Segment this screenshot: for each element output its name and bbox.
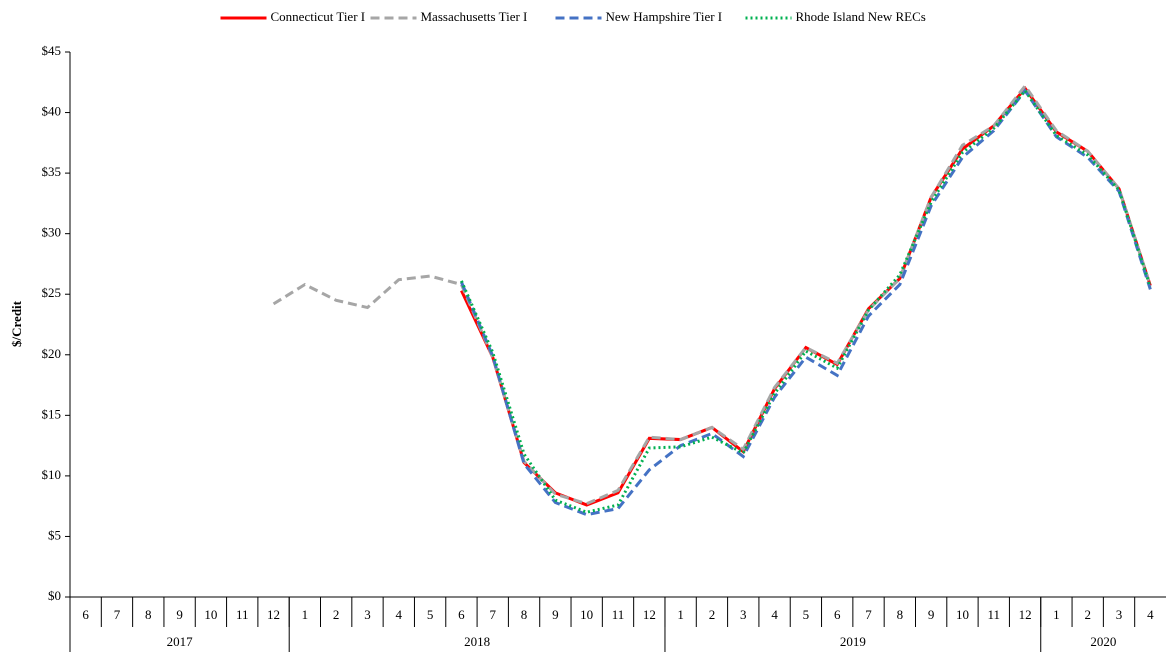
x-tick-label: 4 — [1147, 607, 1154, 622]
x-tick-label: 1 — [677, 607, 684, 622]
x-tick-label: 10 — [956, 607, 969, 622]
y-tick-label: $0 — [48, 588, 61, 603]
series-line — [460, 88, 1152, 514]
y-axis-label: $/Credit — [9, 300, 24, 347]
series-line — [460, 88, 1152, 517]
legend-label: Connecticut Tier I — [271, 9, 366, 24]
x-tick-label: 11 — [236, 607, 249, 622]
x-tick-label: 11 — [988, 607, 1001, 622]
x-group-label: 2018 — [464, 634, 490, 649]
legend-label: New Hampshire Tier I — [606, 9, 723, 24]
x-tick-label: 7 — [865, 607, 872, 622]
y-tick-label: $35 — [42, 164, 62, 179]
x-tick-label: 3 — [1116, 607, 1123, 622]
x-tick-label: 1 — [302, 607, 309, 622]
series-line — [460, 85, 1152, 507]
y-tick-label: $40 — [42, 104, 62, 119]
x-tick-label: 7 — [489, 607, 496, 622]
x-tick-label: 12 — [643, 607, 656, 622]
x-tick-label: 2 — [1084, 607, 1091, 622]
x-tick-label: 3 — [740, 607, 747, 622]
y-tick-label: $10 — [42, 467, 62, 482]
x-tick-label: 5 — [803, 607, 810, 622]
y-tick-label: $20 — [42, 346, 62, 361]
x-tick-label: 9 — [928, 607, 935, 622]
x-tick-label: 9 — [552, 607, 559, 622]
x-group-label: 2020 — [1090, 634, 1116, 649]
y-tick-label: $5 — [48, 527, 61, 542]
x-tick-label: 6 — [458, 607, 465, 622]
x-group-label: 2017 — [167, 634, 194, 649]
x-tick-label: 3 — [364, 607, 371, 622]
y-tick-label: $25 — [42, 285, 62, 300]
series-line — [272, 83, 1152, 506]
y-tick-label: $30 — [42, 225, 62, 240]
y-tick-label: $45 — [42, 43, 62, 58]
x-tick-label: 7 — [114, 607, 121, 622]
x-tick-label: 8 — [521, 607, 528, 622]
x-tick-label: 6 — [834, 607, 841, 622]
x-tick-label: 6 — [82, 607, 89, 622]
legend-label: Massachusetts Tier I — [421, 9, 528, 24]
x-tick-label: 4 — [771, 607, 778, 622]
x-tick-label: 8 — [145, 607, 152, 622]
x-tick-label: 10 — [580, 607, 593, 622]
legend-label: Rhode Island New RECs — [796, 9, 926, 24]
x-tick-label: 4 — [396, 607, 403, 622]
x-tick-label: 10 — [204, 607, 217, 622]
y-tick-label: $15 — [42, 406, 62, 421]
x-tick-label: 2 — [709, 607, 716, 622]
x-tick-label: 11 — [612, 607, 625, 622]
x-tick-label: 2 — [333, 607, 340, 622]
x-tick-label: 12 — [267, 607, 280, 622]
x-tick-label: 1 — [1053, 607, 1060, 622]
x-tick-label: 5 — [427, 607, 434, 622]
x-group-label: 2019 — [840, 634, 866, 649]
x-tick-label: 12 — [1019, 607, 1032, 622]
x-tick-label: 9 — [176, 607, 183, 622]
x-tick-label: 8 — [897, 607, 904, 622]
